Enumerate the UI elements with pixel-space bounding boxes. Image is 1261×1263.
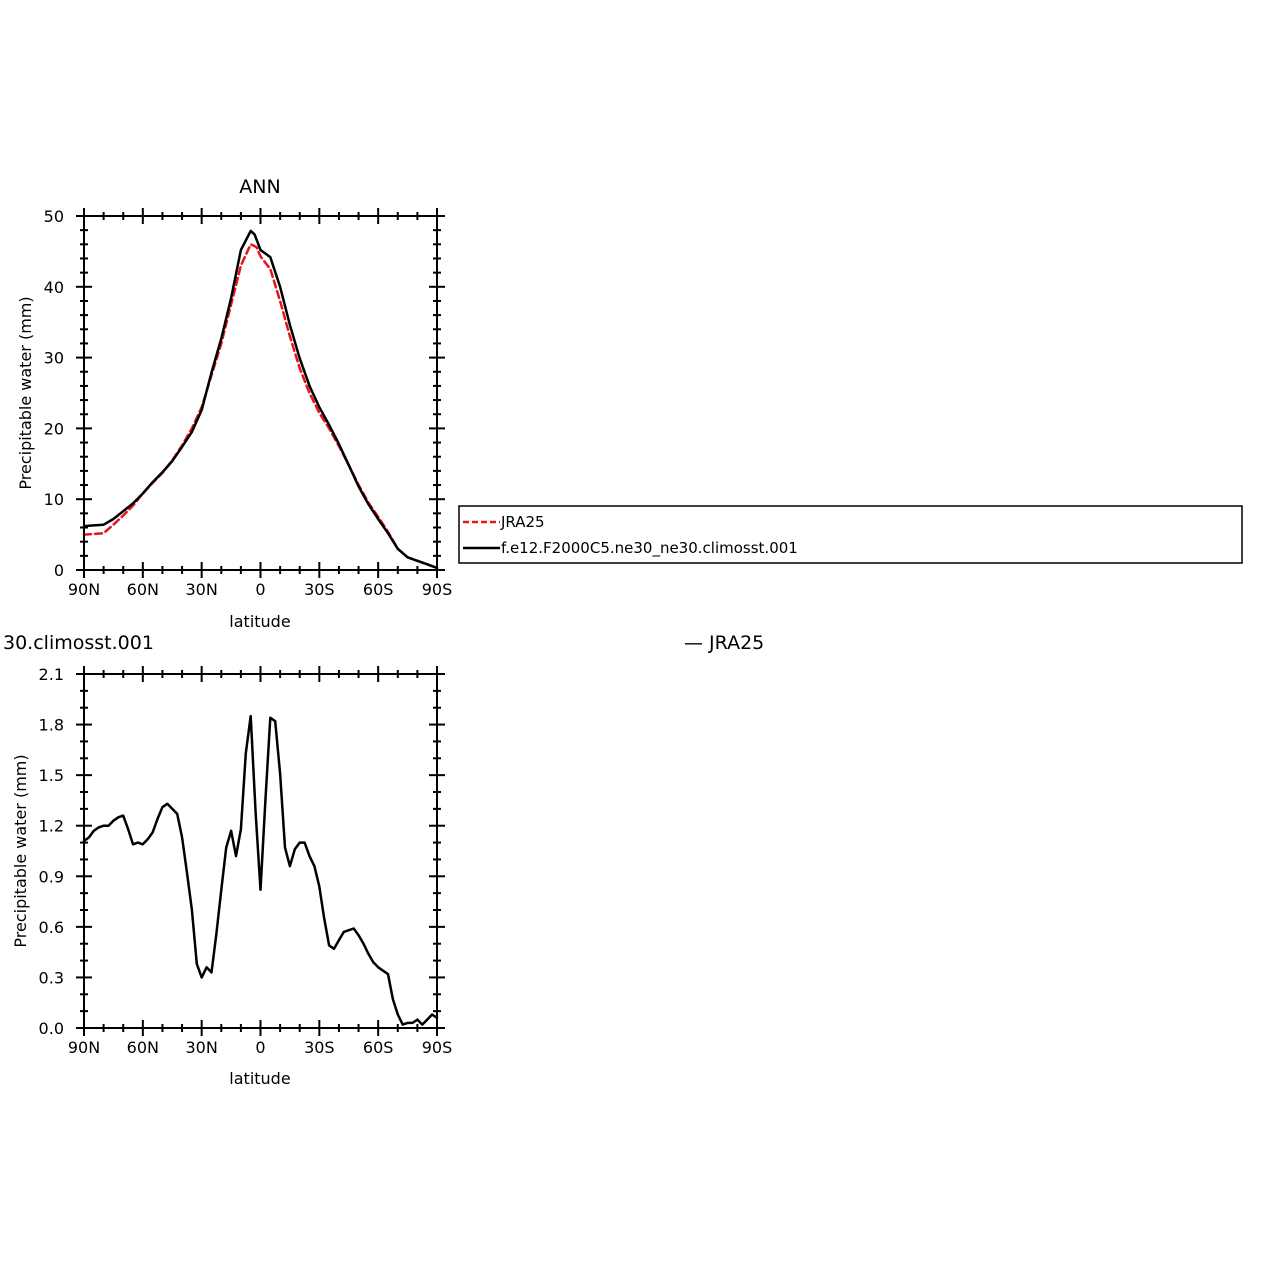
- panel-1-y-tick-label: 30: [44, 349, 64, 368]
- panel-2-y-tick-label: 0.3: [39, 968, 64, 987]
- panel-1-y-tick-label: 50: [44, 207, 64, 226]
- panel-2-y-tick-label: 0.0: [39, 1019, 64, 1038]
- panel-1-ticks: 90N 60N 30N 0 30S 60S 90S 0 10 20 30 40 50: [44, 207, 453, 599]
- panel-2-x-tick-label: 30N: [186, 1038, 218, 1057]
- panel-1-y-tick-label: 40: [44, 278, 64, 297]
- panel-1-title: ANN: [239, 176, 280, 198]
- legend: JRA25 f.e12.F2000C5.ne30_ne30.climosst.0…: [458, 505, 1243, 564]
- panel-2-ticks: 90N 60N 30N 0 30S 60S 90S 0.0 0.3 0.6 0.9 1.2 1.5 1.8…: [39, 665, 453, 1057]
- panel-1-series-line-0: [82, 243, 439, 570]
- panel-2-x-tick-label: 90S: [422, 1038, 453, 1057]
- panel-2-title-right: — JRA25: [684, 632, 764, 654]
- panel-annual-mean: ANN 90N 60N 30N 0 30S 60S 90S 0 10 20 30 40 50 latit…: [16, 176, 452, 631]
- panel-2-plot-frame: [83, 673, 438, 1029]
- panel-1-series: [82, 229, 439, 570]
- panel-2-x-tick-label: 90N: [68, 1038, 100, 1057]
- legend-label-model: f.e12.F2000C5.ne30_ne30.climosst.001: [501, 539, 798, 558]
- panel-1-x-tick-label: 60N: [127, 580, 159, 599]
- panel-2-series: [82, 714, 439, 1026]
- panel-1-x-tick-label: 90N: [68, 580, 100, 599]
- panel-2-x-tick-label: 30S: [304, 1038, 335, 1057]
- panel-2-y-tick-label: 1.8: [39, 716, 64, 735]
- panel-difference: 30.climosst.001 — JRA25 90N 60N 30N 0 30S 60S…: [3, 632, 764, 1088]
- panel-2-y-tick-label: 0.9: [39, 867, 64, 886]
- panel-2-x-tick-label: 60S: [363, 1038, 394, 1057]
- panel-2-y-tick-label: 1.5: [39, 766, 64, 785]
- panel-1-x-tick-label: 60S: [363, 580, 394, 599]
- panel-2-series-line-0: [82, 714, 439, 1026]
- panel-1-x-tick-label: 0: [255, 580, 265, 599]
- panel-2-x-axis-label: latitude: [229, 1069, 290, 1088]
- legend-box: [458, 505, 1243, 564]
- panel-2-x-tick-label: 0: [255, 1038, 265, 1057]
- panel-2-x-tick-label: 60N: [127, 1038, 159, 1057]
- panel-1-series-line-1: [82, 229, 439, 570]
- panel-1-x-axis-label: latitude: [229, 612, 290, 631]
- panel-2-title-left: 30.climosst.001: [3, 632, 154, 654]
- legend-label-jra25: JRA25: [500, 513, 545, 531]
- panel-1-plot-frame: [83, 215, 438, 571]
- panel-2-y-tick-label: 2.1: [39, 665, 64, 684]
- panel-1-y-tick-label: 0: [54, 561, 64, 580]
- panel-2-y-tick-label: 0.6: [39, 918, 64, 937]
- panel-1-x-tick-label: 90S: [422, 580, 453, 599]
- panel-1-y-axis-label: Precipitable water (mm): [16, 296, 35, 489]
- panel-1-y-tick-label: 10: [44, 490, 64, 509]
- panel-2-y-tick-label: 1.2: [39, 817, 64, 836]
- panel-2-y-axis-label: Precipitable water (mm): [11, 754, 30, 947]
- panel-1-y-tick-label: 20: [44, 419, 64, 438]
- panel-1-x-tick-label: 30N: [186, 580, 218, 599]
- panel-1-x-tick-label: 30S: [304, 580, 335, 599]
